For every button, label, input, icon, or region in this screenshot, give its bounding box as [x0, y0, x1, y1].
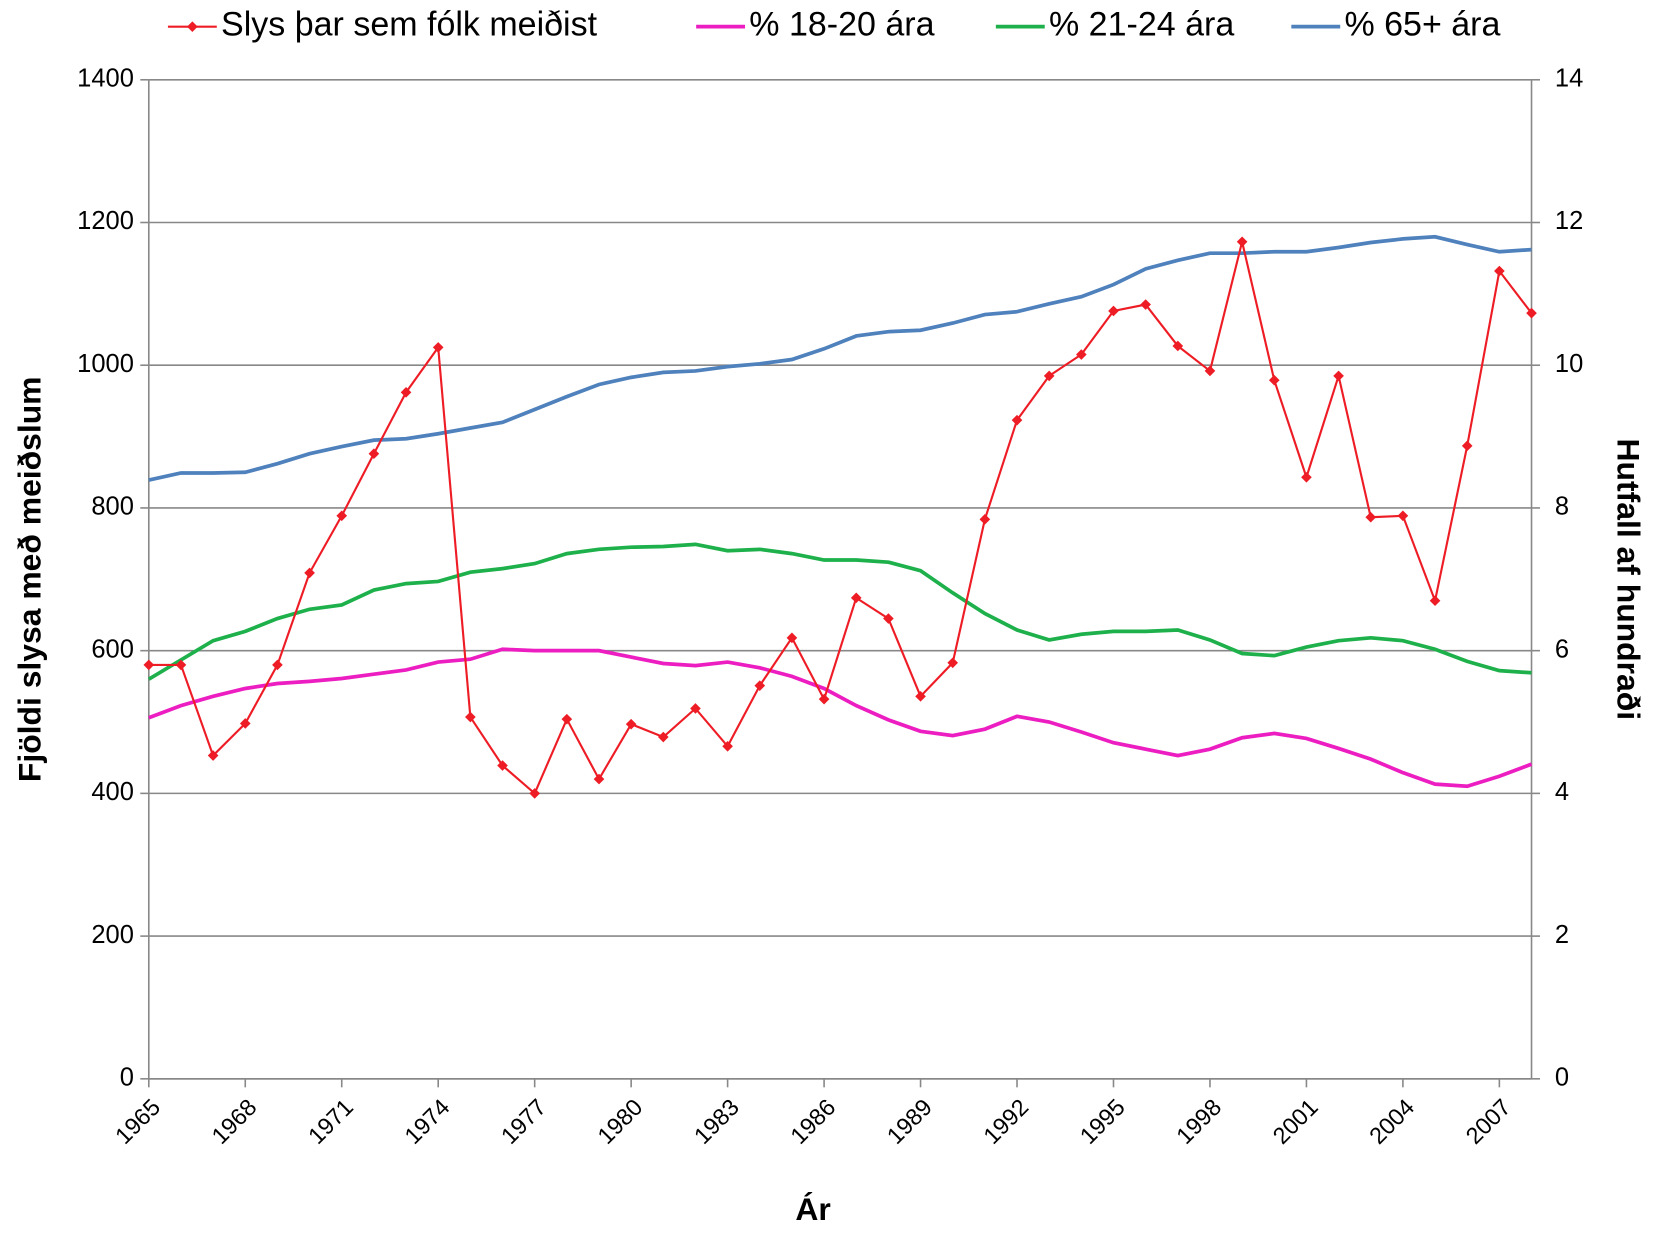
x-tick-label: 2007: [1461, 1094, 1516, 1149]
y-axis-title: Fjöldi slysa með meiðslum: [11, 376, 47, 782]
data-point: [593, 773, 605, 785]
y2-tick-label: 0: [1555, 1064, 1569, 1092]
x-tick-label: 1977: [496, 1094, 551, 1149]
x-tick-label: 1968: [207, 1094, 262, 1149]
x-tick-label: 1989: [882, 1094, 937, 1149]
data-point: [143, 659, 155, 671]
x-axis-title: Ár: [795, 1191, 830, 1227]
x-tick-label: 1974: [399, 1094, 454, 1149]
data-point: [1397, 510, 1409, 522]
data-point: [1140, 299, 1151, 310]
data-point: [1461, 440, 1473, 452]
data-point: [400, 387, 412, 398]
data-point: [690, 703, 701, 714]
x-tick-label: 1992: [978, 1094, 1033, 1149]
data-point: [979, 514, 991, 525]
x-tick-label: 1995: [1075, 1094, 1130, 1149]
y-tick-label: 800: [91, 493, 134, 521]
x-tick-label: 1965: [110, 1094, 165, 1149]
y2-tick-label: 12: [1555, 207, 1583, 235]
data-point: [657, 731, 669, 743]
y2-tick-label: 8: [1555, 493, 1569, 521]
series-line: [148, 241, 1533, 796]
data-point: [786, 632, 798, 644]
legend-label: % 21-24 ára: [1049, 6, 1234, 44]
y-tick-label: 0: [120, 1064, 134, 1092]
data-point: [336, 510, 348, 522]
data-point: [304, 567, 315, 579]
data-point: [915, 691, 926, 702]
data-point: [529, 788, 540, 799]
data-point: [239, 718, 251, 729]
y-tick-label: 1000: [77, 350, 134, 378]
data-point: [368, 448, 380, 460]
data-point: [1333, 370, 1344, 382]
y-tick-label: 600: [91, 635, 134, 663]
x-tick-label: 1971: [303, 1094, 358, 1149]
y2-tick-label: 4: [1555, 778, 1569, 806]
y2-tick-label: 2: [1555, 921, 1569, 949]
series-line: [148, 647, 1533, 789]
data-point: [1365, 511, 1377, 523]
x-tick-label: 2001: [1268, 1094, 1323, 1149]
data-point: [432, 342, 444, 353]
x-tick-label: 2004: [1364, 1094, 1419, 1149]
x-tick-label: 1983: [689, 1094, 744, 1149]
data-point: [497, 760, 508, 771]
y-tick-label: 400: [91, 778, 134, 806]
legend-label: Slys þar sem fólk meiðist: [221, 6, 598, 44]
y-tick-label: 200: [91, 921, 134, 949]
legend-label: % 18-20 ára: [749, 6, 934, 44]
series-line: [148, 234, 1532, 482]
data-point: [947, 657, 959, 669]
y2-tick-label: 6: [1555, 635, 1569, 663]
y2-tick-label: 10: [1555, 350, 1583, 378]
data-point: [625, 718, 637, 730]
y2-axis-title: Hutfall af hundraði: [1611, 439, 1647, 721]
legend-marker: [187, 21, 198, 32]
data-point: [883, 613, 894, 624]
data-point: [1268, 374, 1280, 386]
data-point: [1301, 471, 1312, 483]
y2-tick-label: 14: [1555, 65, 1583, 93]
x-tick-label: 1998: [1171, 1094, 1226, 1149]
x-tick-label: 1980: [592, 1094, 647, 1149]
x-tick-label: 1986: [785, 1094, 840, 1149]
data-point: [1429, 595, 1441, 607]
data-point: [1172, 340, 1184, 352]
data-point: [850, 592, 862, 604]
data-point: [272, 659, 283, 671]
data-point: [561, 713, 573, 725]
data-point: [818, 693, 830, 705]
y-tick-label: 1400: [77, 65, 134, 93]
legend-label: % 65+ ára: [1344, 6, 1500, 44]
data-point: [1236, 236, 1248, 248]
series-line: [147, 542, 1532, 681]
y-tick-label: 1200: [77, 207, 134, 235]
data-point: [1204, 365, 1216, 377]
data-point: [754, 680, 766, 691]
